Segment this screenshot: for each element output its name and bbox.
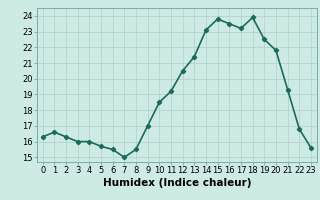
X-axis label: Humidex (Indice chaleur): Humidex (Indice chaleur)	[102, 178, 251, 188]
